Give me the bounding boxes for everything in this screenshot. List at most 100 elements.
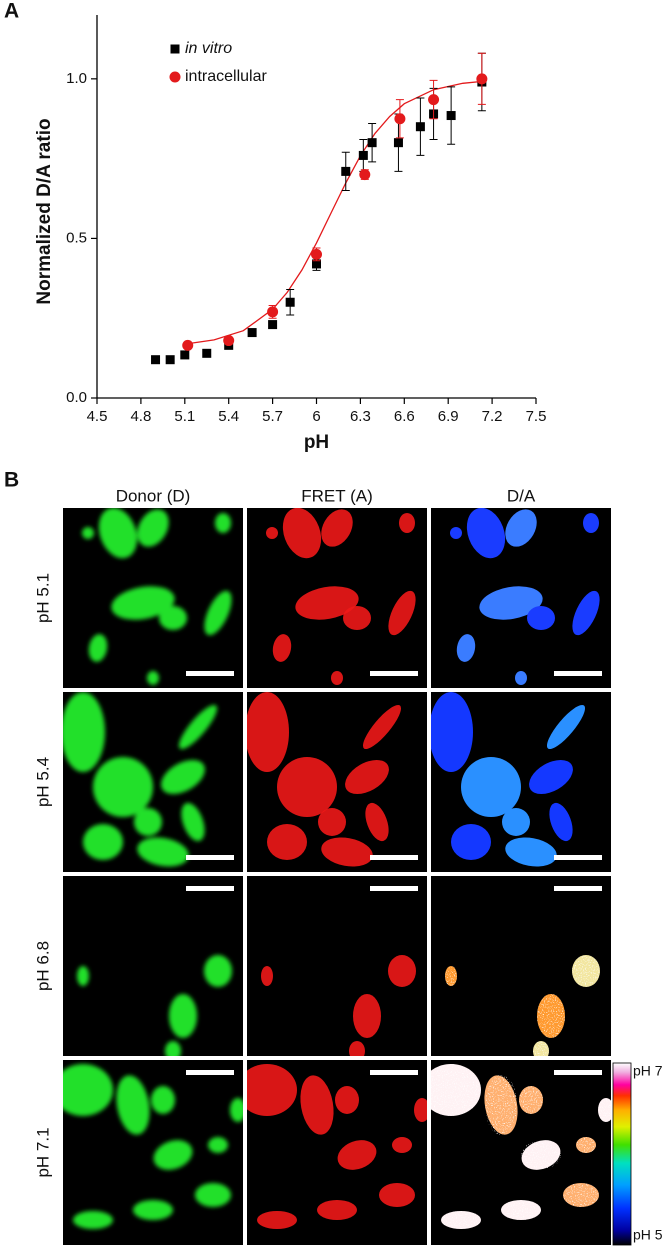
cell xyxy=(267,824,307,860)
cell xyxy=(549,802,573,842)
speckle xyxy=(521,1141,561,1169)
column-header: Donor (D) xyxy=(116,486,191,505)
chart: 0.0 0.5 1.0 4.5 4.8 5.1 5.4 5.7 6 6.3 6.6 6.9 7.2 7.5… xyxy=(34,15,546,453)
row-label: pH 7.1 xyxy=(33,1127,52,1177)
cell-group xyxy=(247,1064,427,1229)
cell xyxy=(204,955,232,987)
cell xyxy=(77,966,89,986)
point xyxy=(446,111,456,121)
cell xyxy=(181,802,205,842)
scale-bar xyxy=(554,671,602,676)
cell xyxy=(204,590,232,636)
scale-bar xyxy=(554,855,602,860)
x-tick-label: 5.1 xyxy=(174,408,195,425)
y-tick-label: 0.0 xyxy=(66,389,87,406)
cells xyxy=(266,508,416,685)
cell-group xyxy=(82,508,232,685)
micrograph xyxy=(431,508,611,688)
cells xyxy=(63,1064,243,1229)
scale-bar xyxy=(186,886,234,891)
cell xyxy=(318,808,346,836)
point xyxy=(358,150,368,160)
scale-bar xyxy=(186,855,234,860)
cell xyxy=(392,1137,412,1153)
cell xyxy=(466,508,506,559)
cell xyxy=(479,586,543,620)
micrograph xyxy=(247,508,427,688)
micrograph xyxy=(63,508,243,688)
cell xyxy=(529,759,573,795)
cell xyxy=(147,671,159,685)
point xyxy=(247,328,257,338)
cell xyxy=(335,1086,359,1114)
scale-bar xyxy=(370,671,418,676)
micrograph xyxy=(247,1060,427,1245)
cell xyxy=(151,1086,175,1114)
point xyxy=(393,138,403,148)
cell xyxy=(83,824,123,860)
point xyxy=(165,355,175,365)
point xyxy=(180,350,190,360)
colorbar xyxy=(612,1062,632,1246)
legend-label: in vitro xyxy=(185,40,232,57)
cell xyxy=(321,837,373,867)
speckle xyxy=(441,1211,481,1229)
cells xyxy=(82,508,232,685)
scale-bar xyxy=(370,1070,418,1075)
cell xyxy=(461,757,521,817)
speckle xyxy=(537,994,565,1038)
point xyxy=(359,169,371,181)
x-tick-label: 6.3 xyxy=(350,408,371,425)
speckle xyxy=(572,955,600,987)
image-grid: Donor (D) FRET (A) D/A pH 5.1 pH 5.4 pH 6.8 pH… xyxy=(33,486,663,1246)
cell xyxy=(247,1064,297,1116)
x-tick-label: 7.2 xyxy=(482,408,503,425)
point xyxy=(312,259,321,269)
cell xyxy=(165,1041,181,1056)
cell-group xyxy=(63,692,218,867)
point xyxy=(268,320,278,330)
point xyxy=(311,248,322,260)
point xyxy=(394,113,406,125)
cell xyxy=(583,513,599,533)
cell xyxy=(282,508,322,559)
panel-label: B xyxy=(4,469,19,492)
cell xyxy=(365,802,389,842)
scale-bar xyxy=(186,671,234,676)
scale-bar xyxy=(554,1070,602,1075)
speckle xyxy=(533,1041,549,1056)
point xyxy=(202,348,212,358)
cell xyxy=(300,1075,334,1135)
micrograph xyxy=(431,876,611,1056)
point xyxy=(267,306,279,318)
x-tick-label: 4.8 xyxy=(130,408,151,425)
cell xyxy=(272,634,292,662)
cells xyxy=(450,508,600,685)
cells xyxy=(431,1064,611,1229)
cell xyxy=(349,1041,365,1056)
colorbar-label: pH 7 xyxy=(633,1063,663,1079)
micrograph xyxy=(431,692,611,872)
cell xyxy=(266,527,278,539)
cell xyxy=(505,509,537,547)
cells xyxy=(247,692,402,867)
cell xyxy=(208,1137,228,1153)
x-axis-title: pH xyxy=(304,432,329,453)
cell-group xyxy=(247,692,402,867)
cell xyxy=(159,606,187,630)
cell-group xyxy=(261,955,416,1056)
cell xyxy=(215,513,231,533)
cell-group xyxy=(77,955,232,1056)
point xyxy=(476,73,488,85)
cell xyxy=(82,527,94,539)
y-axis-title: Normalized D/A ratio xyxy=(34,118,55,304)
y-tick-label: 0.5 xyxy=(66,229,87,246)
row-label: pH 5.4 xyxy=(33,757,52,807)
speckle xyxy=(485,1075,517,1135)
cell xyxy=(379,1183,415,1207)
cell xyxy=(451,824,491,860)
cell xyxy=(343,606,371,630)
micrograph xyxy=(63,1060,243,1245)
point xyxy=(341,166,351,176)
